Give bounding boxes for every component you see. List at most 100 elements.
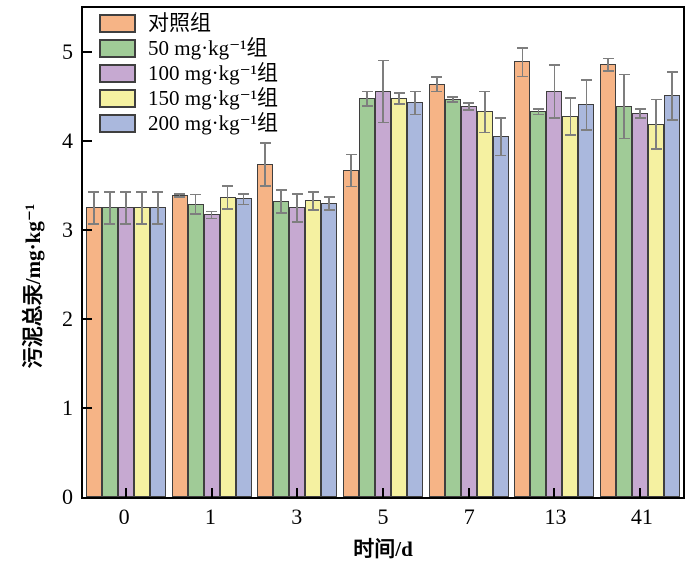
- error-bar-cap-top: [361, 90, 373, 93]
- error-bar-cap-bottom: [345, 185, 357, 188]
- error-bar-line: [178, 192, 181, 197]
- error-bar-line: [623, 73, 625, 138]
- error-bar-cap-top: [238, 192, 250, 195]
- error-bar-cap-top: [275, 189, 287, 191]
- error-bar-cap-bottom: [361, 104, 373, 107]
- y-axis-tick: [83, 407, 92, 410]
- bar-cell: [359, 8, 376, 497]
- error-bar-cap-top: [291, 192, 303, 195]
- x-tick-label: 13: [544, 504, 567, 529]
- error-bar-line: [483, 90, 486, 132]
- y-tick-label: 3: [62, 217, 73, 243]
- y-tick-label: 4: [62, 128, 73, 154]
- error-bar-line: [382, 59, 384, 122]
- error-bar-line: [242, 192, 245, 204]
- error-bar-line: [655, 98, 657, 149]
- bar-cell: [187, 8, 204, 497]
- bar-3d: [273, 200, 290, 497]
- bar-41d: [600, 64, 617, 497]
- bar-group: [83, 8, 169, 497]
- legend-label: 50 mg·kg⁻¹组: [148, 36, 268, 60]
- bar-cell: [321, 8, 338, 497]
- error-bar-cap-top: [548, 64, 560, 66]
- bar-7d: [460, 105, 477, 497]
- error-bar-cap-top: [259, 142, 271, 144]
- error-bar-cap-top: [88, 191, 100, 193]
- legend-swatch: [99, 39, 136, 58]
- y-axis-tick: [83, 51, 92, 54]
- legend-label: 100 mg·kg⁻¹组: [148, 61, 278, 85]
- error-bar-cap-bottom: [259, 184, 271, 187]
- bar-cell: [476, 8, 493, 497]
- bar-cell: [133, 8, 150, 497]
- x-axis-tick: [553, 488, 556, 497]
- x-tick-label: 7: [463, 504, 475, 529]
- legend-item: 100 mg·kg⁻¹组: [99, 61, 278, 86]
- bar-cell: [171, 8, 188, 497]
- error-bar-line: [194, 193, 197, 214]
- bar-cell: [375, 8, 392, 497]
- error-bar-line: [639, 108, 641, 118]
- error-bar-cap-bottom: [393, 103, 405, 105]
- bar-cell: [257, 8, 274, 497]
- error-bar-cap-top: [580, 79, 592, 81]
- bar-7d: [492, 136, 509, 497]
- error-bar-line: [312, 191, 315, 209]
- y-tick-label: 0: [62, 484, 73, 509]
- error-bar-line: [435, 76, 438, 91]
- bar-13d: [514, 61, 531, 497]
- error-bar-line: [226, 184, 229, 209]
- error-bar-cap-top: [152, 191, 164, 193]
- bar-cell: [101, 8, 118, 497]
- bar-cell: [149, 8, 166, 497]
- error-bar-line: [521, 47, 524, 76]
- legend-swatch: [99, 64, 136, 83]
- error-bar-line: [264, 142, 267, 185]
- error-bar-cap-bottom: [463, 109, 475, 111]
- error-bar-cap-top: [602, 57, 614, 60]
- error-bar-cap-bottom: [479, 131, 491, 134]
- error-bar-cap-top: [393, 92, 405, 95]
- error-bar-cap-bottom: [602, 70, 614, 72]
- error-bar-cap-bottom: [618, 137, 630, 140]
- error-bar-cap-bottom: [580, 128, 592, 131]
- bar-1d: [235, 198, 252, 497]
- error-bar-cap-bottom: [238, 203, 250, 206]
- bar-cell: [578, 8, 595, 497]
- error-bar-cap-top: [479, 90, 491, 93]
- x-axis-tick: [124, 488, 127, 497]
- error-bar-line: [109, 191, 111, 224]
- x-axis-tick: [639, 488, 642, 497]
- bar-cell: [219, 8, 236, 497]
- error-bar-cap-bottom: [532, 113, 544, 116]
- bar-5d: [391, 97, 408, 497]
- bar-group: [426, 8, 512, 497]
- bar-groups-container: [83, 8, 683, 497]
- error-bar-cap-top: [136, 191, 148, 193]
- error-bar-cap-top: [495, 117, 507, 119]
- bar-group: [597, 8, 683, 497]
- bar-cell: [600, 8, 617, 497]
- bar-13d: [546, 90, 563, 497]
- error-bar-cap-top: [634, 108, 646, 111]
- error-bar-cap-top: [431, 76, 443, 79]
- bar-cell: [235, 8, 252, 497]
- error-bar-cap-top: [120, 191, 132, 193]
- bar-cell: [305, 8, 322, 497]
- error-bar-cap-bottom: [222, 208, 234, 210]
- error-bar-line: [141, 191, 143, 224]
- bar-cell: [444, 8, 461, 497]
- y-axis-tick: [83, 318, 92, 321]
- legend-item: 对照组: [99, 11, 278, 36]
- legend-label: 对照组: [148, 11, 211, 35]
- error-bar-cap-top: [564, 96, 576, 99]
- bar-41d: [648, 123, 665, 497]
- bar-13d: [562, 115, 579, 497]
- error-bar-line: [467, 102, 470, 110]
- bar-cell: [407, 8, 424, 497]
- error-bar-cap-bottom: [190, 213, 202, 215]
- bar-13d: [530, 111, 547, 497]
- legend-label: 200 mg·kg⁻¹组: [148, 111, 278, 135]
- error-bar-cap-top: [618, 73, 630, 76]
